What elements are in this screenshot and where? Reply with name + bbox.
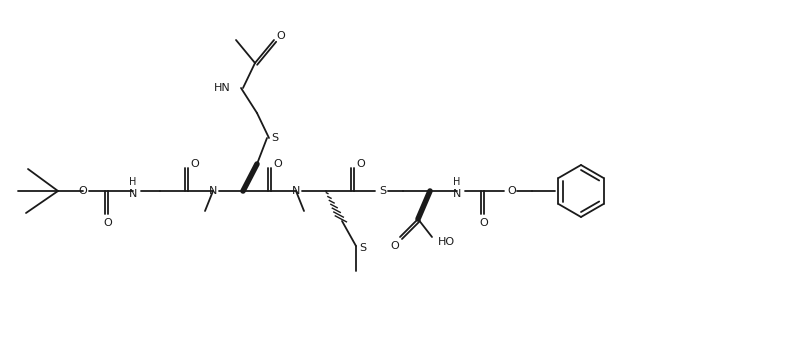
- Text: N: N: [209, 186, 217, 196]
- Text: O: O: [277, 31, 286, 41]
- Text: N: N: [453, 189, 461, 199]
- Text: O: O: [480, 218, 488, 228]
- Text: H: H: [129, 177, 136, 187]
- Text: S: S: [359, 243, 367, 253]
- Text: O: O: [273, 159, 282, 169]
- Text: HO: HO: [437, 237, 455, 247]
- Text: HN: HN: [214, 83, 231, 93]
- Text: N: N: [129, 189, 137, 199]
- Text: S: S: [379, 186, 387, 196]
- Text: S: S: [271, 133, 278, 143]
- Text: O: O: [357, 159, 366, 169]
- Text: O: O: [79, 186, 87, 196]
- Text: O: O: [103, 218, 112, 228]
- Text: N: N: [292, 186, 300, 196]
- Text: O: O: [508, 186, 516, 196]
- Text: O: O: [191, 159, 200, 169]
- Text: H: H: [453, 177, 460, 187]
- Text: O: O: [391, 241, 399, 251]
